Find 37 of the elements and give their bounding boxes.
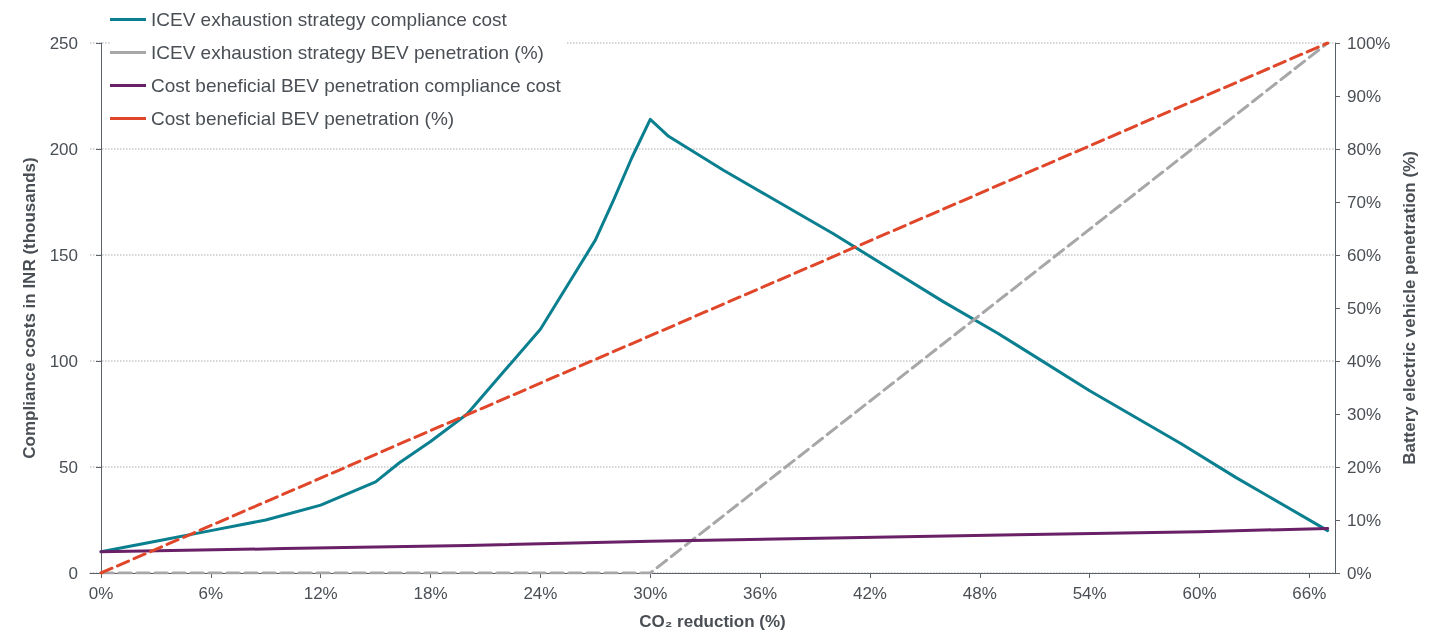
x-tick-label: 66%: [1292, 584, 1327, 603]
y2-tick-label: 80%: [1347, 139, 1382, 159]
x-tick-label: 18%: [413, 584, 448, 603]
y2-tick-label: 90%: [1347, 86, 1382, 106]
y2-tick-label: 10%: [1347, 510, 1382, 530]
x-tick-label: 48%: [962, 584, 997, 603]
x-tick-label: 36%: [743, 584, 778, 603]
x-tick-label: 42%: [852, 584, 887, 603]
y2-tick-label: 100%: [1347, 33, 1391, 53]
x-tick-label: 6%: [198, 584, 224, 603]
y-tick-label: 150: [49, 245, 78, 265]
x-tick-label: 12%: [303, 584, 338, 603]
line-series: [99, 526, 1330, 554]
y-axis-title: Compliance costs in INR (thousands): [20, 157, 39, 459]
y2-tick-label: 40%: [1347, 351, 1382, 371]
y2-tick-label: 70%: [1347, 192, 1382, 212]
y2-tick-label: 20%: [1347, 457, 1382, 477]
y-tick-label: 100: [49, 351, 78, 371]
y2-tick-label: 50%: [1347, 298, 1382, 318]
x-tick-label: 54%: [1072, 584, 1107, 603]
y2-tick-label: 60%: [1347, 245, 1382, 265]
y2-axis-title: Battery electric vehicle penetration (%): [1400, 151, 1420, 465]
x-tick-label: 60%: [1182, 584, 1217, 603]
y-tick-label: 50: [59, 457, 78, 477]
legend-label: Cost beneficial BEV penetration (%): [151, 108, 455, 129]
y2-tick-label: 30%: [1347, 404, 1382, 424]
legend-label: ICEV exhaustion strategy BEV penetration (%): [151, 42, 544, 63]
y2-tick-label: 0%: [1347, 563, 1372, 583]
y-tick-label: 0: [68, 563, 78, 583]
x-axis-title: CO₂ reduction (%): [639, 612, 786, 631]
legend-label: ICEV exhaustion strategy compliance cost: [151, 9, 508, 30]
x-tick-label: 24%: [523, 584, 558, 603]
legend-label: Cost beneficial BEV penetration compliance cost: [151, 75, 562, 96]
y-tick-label: 250: [49, 33, 78, 53]
y-tick-label: 200: [49, 139, 78, 159]
x-tick-label: 30%: [633, 584, 668, 603]
x-tick-label: 0%: [88, 584, 114, 603]
